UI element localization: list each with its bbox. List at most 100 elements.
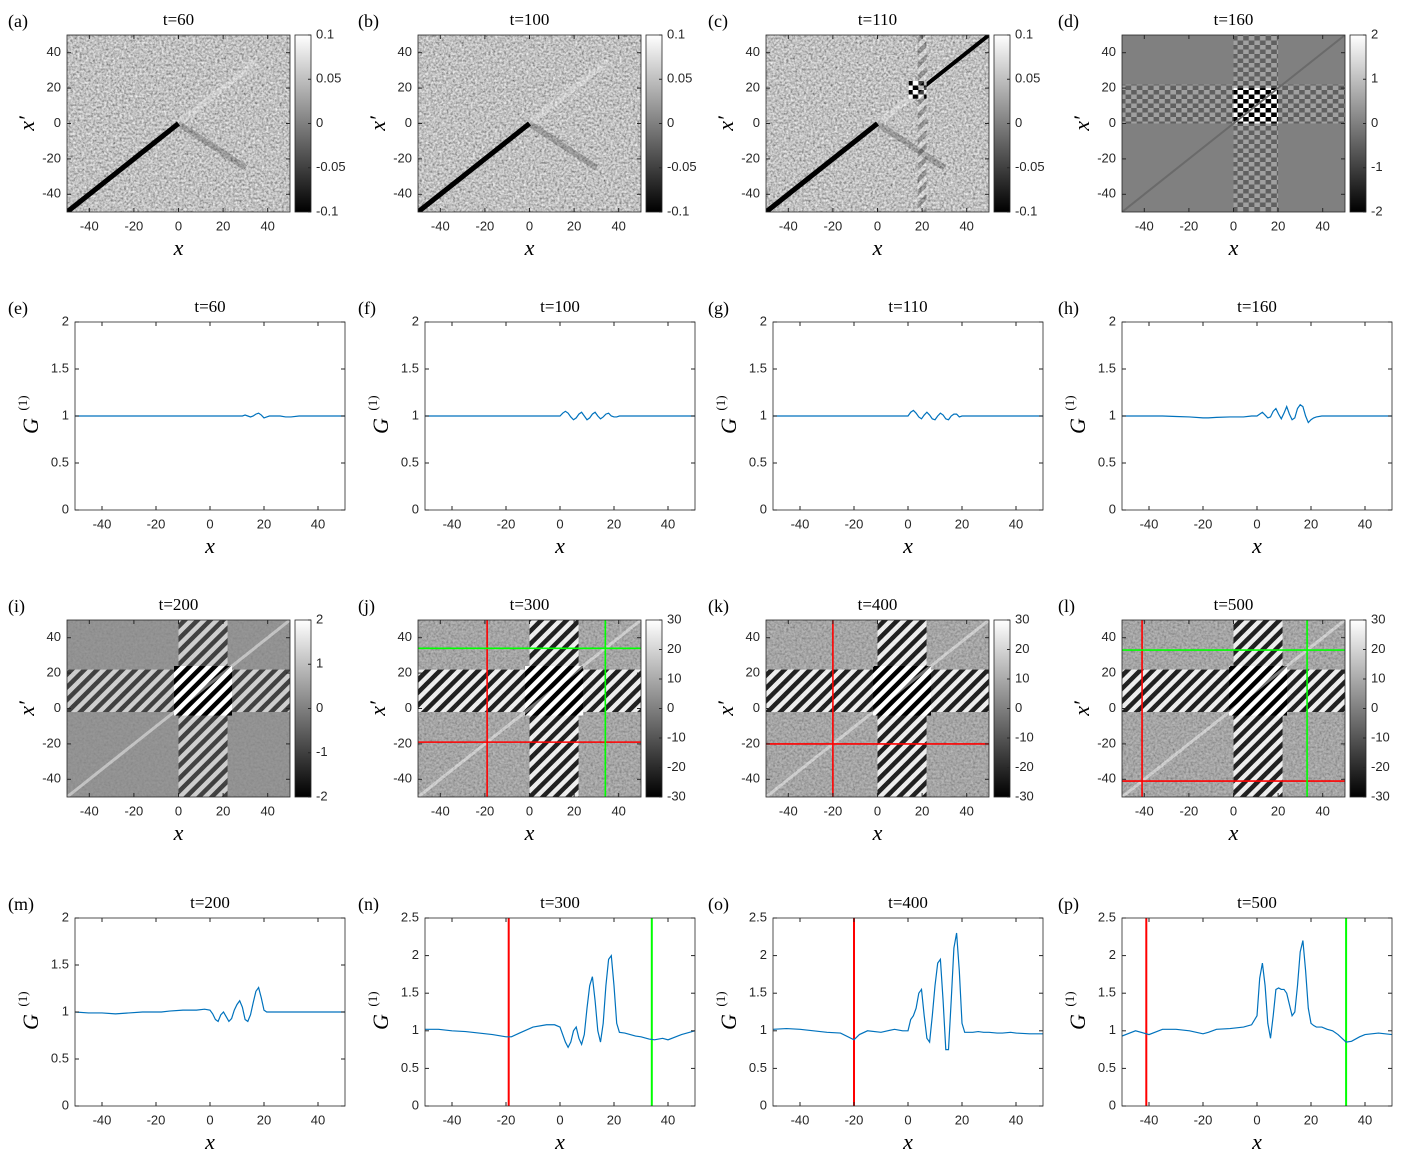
x-tick-label: 40 — [1315, 803, 1329, 818]
y-tick-label: 40 — [47, 44, 61, 59]
y-tick-label: -20 — [42, 150, 61, 165]
panel-title: t=300 — [510, 595, 550, 614]
heatmap-image — [67, 620, 290, 797]
panel-label: (d) — [1058, 11, 1079, 32]
y-tick-label: 20 — [398, 665, 412, 680]
colorbar-tick-label: 2 — [316, 611, 323, 626]
y-tick-label: 2 — [62, 909, 69, 924]
y-tick-label: 1 — [760, 407, 767, 422]
x-axis-label: x — [872, 820, 883, 845]
y-axis-label-sup: (1) — [15, 395, 30, 410]
panel: -40 -20 0 20 40 0 0.5 1 1.5 2 t=200 (m) x G (1) — [8, 893, 346, 1154]
x-tick-label: -20 — [845, 1112, 864, 1127]
y-tick-label: 0 — [412, 1097, 419, 1112]
y-tick-label: 40 — [398, 44, 412, 59]
y-tick-label: 0 — [1109, 501, 1116, 516]
y-tick-label: 1.5 — [749, 360, 767, 375]
panel-title: t=400 — [888, 893, 928, 912]
panel-title: t=60 — [163, 10, 194, 29]
x-axis-label: x — [204, 533, 215, 558]
y-tick-label: 2 — [760, 947, 767, 962]
colorbar-tick-label: 0.1 — [316, 26, 334, 41]
colorbar-tick-label: 2 — [1371, 26, 1378, 41]
x-tick-label: -20 — [476, 803, 495, 818]
y-tick-label: 1.5 — [1098, 360, 1116, 375]
x-tick-label: 0 — [206, 516, 213, 531]
colorbar-tick-label: 30 — [667, 611, 681, 626]
colorbar-tick-label: -0.05 — [1015, 159, 1045, 174]
y-tick-label: 0.5 — [749, 454, 767, 469]
heatmap-feature — [67, 121, 181, 212]
colorbar-tick-label: -0.05 — [316, 159, 346, 174]
x-tick-label: 0 — [526, 803, 533, 818]
y-tick-label: 0 — [54, 700, 61, 715]
panel: -40 -20 0 20 40 0 0.5 1 1.5 2 2.5 t=300 (n) x G (1) — [358, 893, 696, 1154]
panel: -30 -20 -10 0 10 20 30 -40 -20 0 20 40 -40 -20 0 20 40 t=… — [708, 595, 1034, 845]
x-tick-label: 40 — [311, 1112, 325, 1127]
y-tick-label: 40 — [746, 44, 760, 59]
colorbar-tick-label: 20 — [1015, 641, 1029, 656]
panel: -2 -1 0 1 2 -40 -20 0 20 40 -40 -20 0 20 40 t=200 (i) x x′ — [8, 595, 328, 845]
x-tick-label: 20 — [607, 516, 621, 531]
colorbar-tick-label: 0.1 — [1015, 26, 1033, 41]
x-tick-label: -40 — [431, 803, 450, 818]
x-tick-label: -40 — [443, 1112, 462, 1127]
x-tick-label: 20 — [1304, 516, 1318, 531]
y-tick-label: 2 — [412, 313, 419, 328]
panel: -0.1 -0.05 0 0.05 0.1 -40 -20 0 20 40 -40 -20 0 20 40 t… — [708, 10, 1045, 260]
heatmap-image — [1122, 620, 1345, 797]
plot-area — [75, 412, 345, 419]
colorbar-tick-label: 0.05 — [1015, 71, 1040, 86]
colorbar-tick-label: 0 — [316, 700, 323, 715]
heatmap-feature — [1122, 35, 1345, 212]
heatmap-feature — [873, 666, 932, 716]
heatmap-feature — [875, 120, 947, 171]
plot-area — [773, 409, 1043, 421]
panel: -40 -20 0 20 40 0 0.5 1 1.5 2 t=110 (g) x G (1) — [708, 297, 1044, 558]
colorbar-tick-label: 10 — [667, 670, 681, 685]
x-tick-label: -20 — [824, 803, 843, 818]
y-tick-label: 20 — [746, 80, 760, 95]
colorbar-tick-label: -2 — [316, 788, 328, 803]
plot-area — [1122, 918, 1392, 1106]
panel-title: t=60 — [194, 297, 225, 316]
panel-label: (j) — [358, 596, 375, 617]
y-tick-label: 0 — [54, 115, 61, 130]
panel-title: t=160 — [1214, 10, 1254, 29]
y-axis-label: x′ — [713, 700, 738, 717]
heatmap-feature — [418, 121, 532, 212]
x-axis-label: x — [902, 533, 913, 558]
y-axis-label-sup: (1) — [365, 991, 380, 1006]
y-tick-label: -40 — [1097, 186, 1116, 201]
y-tick-label: 0.5 — [749, 1060, 767, 1075]
y-tick-label: -20 — [393, 735, 412, 750]
panel: -0.1 -0.05 0 0.05 0.1 -40 -20 0 20 40 -40 -20 0 20 40 t… — [8, 10, 346, 260]
colorbar-tick-label: 1 — [1371, 71, 1378, 86]
y-axis-label: G — [1065, 1014, 1090, 1030]
colorbar-tick-label: 0 — [667, 700, 674, 715]
x-tick-label: 40 — [611, 218, 625, 233]
x-tick-label: 20 — [955, 1112, 969, 1127]
panel-title: t=200 — [159, 595, 199, 614]
y-tick-label: 0 — [753, 700, 760, 715]
x-tick-label: 20 — [257, 516, 271, 531]
colorbar-tick-label: -30 — [1015, 788, 1034, 803]
heatmap-feature — [67, 620, 290, 797]
y-tick-label: 2.5 — [1098, 909, 1116, 924]
heatmap-feature — [917, 35, 927, 212]
x-tick-label: 0 — [556, 516, 563, 531]
y-axis-label-sup: (1) — [713, 991, 728, 1006]
panel-title: t=100 — [540, 297, 580, 316]
colorbar-tick-label: -0.1 — [667, 203, 689, 218]
heatmap-image — [418, 620, 641, 797]
y-tick-label: 2 — [1109, 947, 1116, 962]
colorbar-tick-label: -20 — [1371, 759, 1390, 774]
data-line — [425, 410, 695, 421]
x-axis-label: x — [204, 1129, 215, 1154]
x-tick-label: 20 — [567, 218, 581, 233]
heatmap-feature — [176, 59, 259, 126]
y-axis-label: x′ — [1069, 115, 1094, 132]
x-tick-label: 20 — [216, 803, 230, 818]
colorbar-tick-label: 0.05 — [316, 71, 341, 86]
x-tick-label: -20 — [1194, 516, 1213, 531]
